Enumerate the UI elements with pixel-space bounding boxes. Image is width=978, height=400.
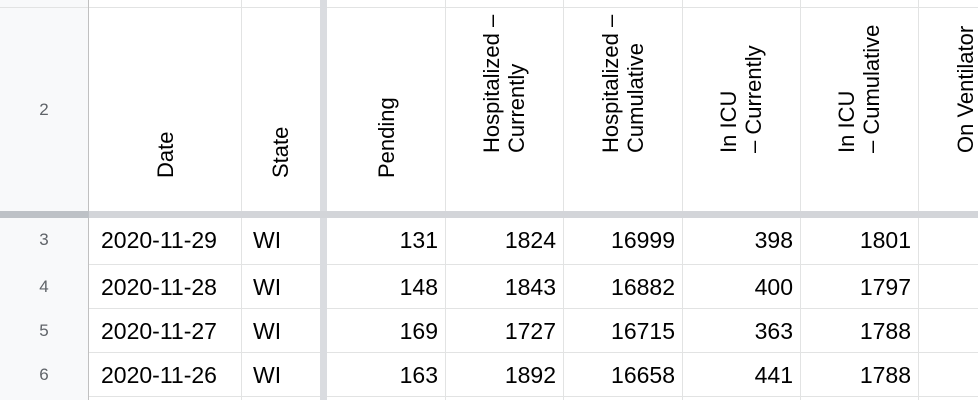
table-cell-icu_current[interactable]: 363 (754, 318, 793, 344)
table-cell-state[interactable]: WI (253, 318, 282, 344)
table-cell-icu_cumulative[interactable]: 1788 (859, 362, 911, 388)
table-cell-date[interactable]: 2020-11-26 (101, 362, 217, 388)
table-cell-icu_current[interactable]: 398 (754, 227, 793, 253)
table-cell-icu_cumulative[interactable]: 1797 (859, 274, 911, 300)
frozen-column-divider[interactable] (320, 0, 327, 400)
row-divider (0, 7, 978, 8)
table-cell-pending[interactable]: 169 (399, 318, 438, 344)
table-cell-state[interactable]: WI (253, 362, 282, 388)
column-header-date[interactable]: Date (89, 8, 241, 211)
table-cell-icu_current[interactable]: 441 (754, 362, 793, 388)
table-cell-icu_cumulative[interactable]: 1788 (859, 318, 911, 344)
column-header-label: On Ventilator – Currently (953, 25, 978, 153)
row-number[interactable]: 3 (39, 230, 49, 249)
table-cell-vent_current[interactable] (918, 218, 978, 262)
row-number[interactable]: 5 (39, 321, 49, 340)
column-header-vent_current[interactable]: On Ventilator – Currently (918, 8, 978, 211)
table-cell-vent_current[interactable] (918, 265, 978, 309)
column-header-state[interactable]: State (241, 8, 320, 211)
table-cell-hosp_cumulative[interactable]: 16999 (611, 227, 675, 253)
row-number-1-partial[interactable] (0, 0, 89, 8)
row-1-partial (0, 0, 978, 8)
row-number-header[interactable]: 2 (39, 100, 49, 119)
table-cell-pending[interactable]: 131 (399, 227, 438, 253)
table-cell-date[interactable]: 2020-11-28 (101, 274, 217, 300)
table-cell-date[interactable]: 2020-11-27 (101, 318, 217, 344)
column-header-label: Date (152, 131, 178, 178)
table-cell-icu_current[interactable]: 400 (754, 274, 793, 300)
column-header-label: State (268, 126, 293, 178)
row-divider (89, 308, 978, 309)
row-divider (89, 396, 978, 397)
table-cell-pending[interactable]: 163 (399, 362, 438, 388)
column-divider (918, 0, 919, 400)
column-header-hosp_cumulative[interactable]: Hospitalized – Cumulative (563, 8, 682, 211)
column-divider (241, 0, 242, 400)
table-cell-hosp_current[interactable]: 1892 (504, 362, 556, 388)
column-header-icu_cumulative[interactable]: In ICU – Cumulative (800, 8, 918, 211)
frozen-row-divider[interactable] (0, 211, 978, 218)
column-divider (445, 0, 446, 400)
row-divider (89, 264, 978, 265)
table-cell-state[interactable]: WI (253, 274, 282, 300)
column-header-hosp_current[interactable]: Hospitalized – Currently (445, 8, 563, 211)
table-cell-date[interactable]: 2020-11-29 (101, 227, 217, 253)
column-header-icu_current[interactable]: In ICU – Currently (682, 8, 800, 211)
column-header-label: Hospitalized – Currently (479, 14, 529, 153)
row-number[interactable]: 4 (39, 277, 49, 296)
table-cell-hosp_cumulative[interactable]: 16658 (611, 362, 675, 388)
table-cell-pending[interactable]: 148 (399, 274, 438, 300)
table-cell-hosp_cumulative[interactable]: 16715 (611, 318, 675, 344)
column-divider (563, 0, 564, 400)
table-cell-hosp_current[interactable]: 1727 (504, 318, 556, 344)
table-cell-vent_current[interactable] (918, 309, 978, 353)
column-divider (800, 0, 801, 400)
gutter-divider (88, 0, 89, 400)
row-number[interactable]: 6 (39, 365, 49, 384)
column-header-label: In ICU – Currently (716, 45, 766, 153)
table-cell-hosp_cumulative[interactable]: 16882 (611, 274, 675, 300)
table-cell-hosp_current[interactable]: 1843 (504, 274, 556, 300)
table-cell-state[interactable]: WI (253, 227, 282, 253)
column-header-label: Hospitalized – Cumulative (597, 14, 648, 153)
row-number-gutter (0, 8, 89, 400)
table-cell-hosp_current[interactable]: 1824 (504, 227, 556, 253)
row-divider (89, 352, 978, 353)
table-cell-icu_cumulative[interactable]: 1801 (859, 227, 911, 253)
table-cell-vent_current[interactable] (918, 353, 978, 397)
column-header-label: In ICU – Cumulative (834, 24, 884, 153)
column-header-pending[interactable]: Pending (327, 8, 445, 211)
column-divider (682, 0, 683, 400)
column-header-label: Pending (373, 97, 399, 178)
